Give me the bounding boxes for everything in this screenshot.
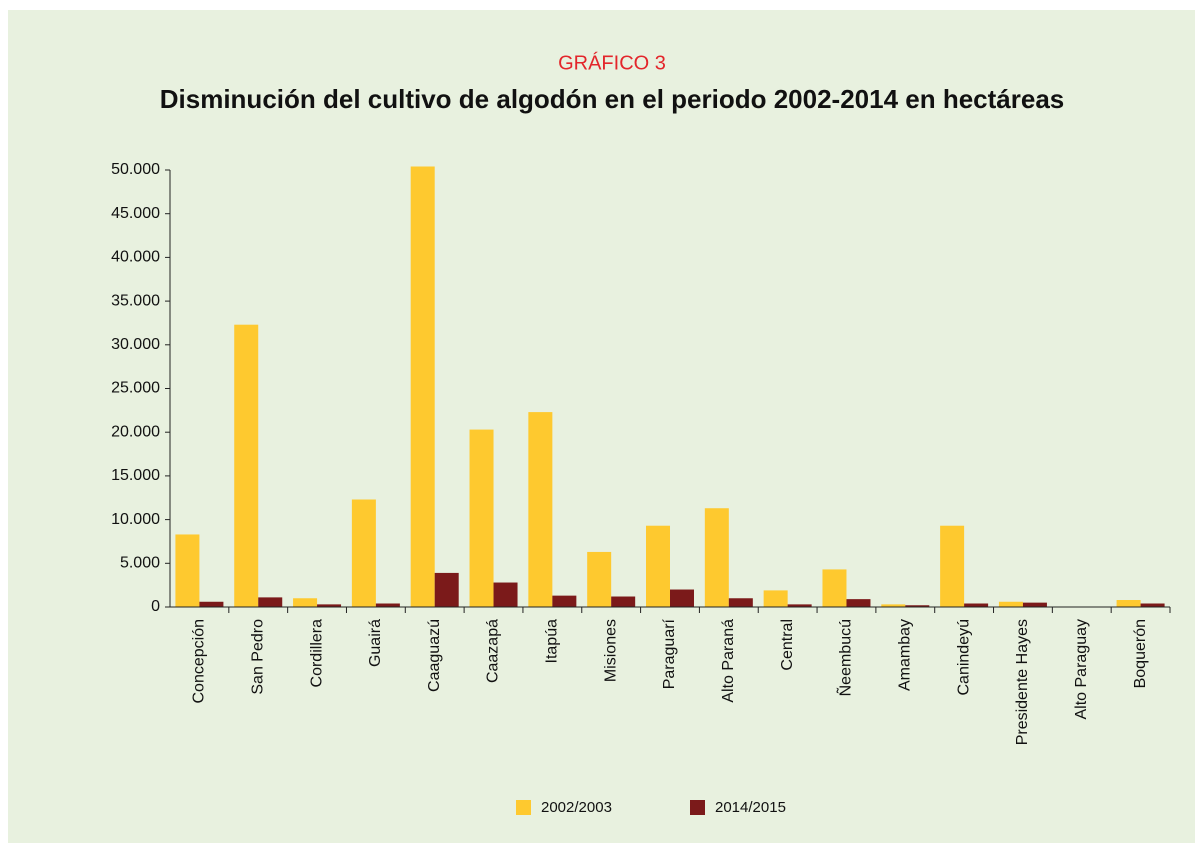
legend-swatch [690,800,705,815]
y-tick-label: 50.000 [111,161,160,178]
y-tick-label: 20.000 [111,423,160,440]
bar [410,166,435,607]
x-tick-label: Canindeyú [955,619,972,696]
y-tick-label: 10.000 [111,511,160,528]
bar [434,572,459,607]
y-tick-label: 45.000 [111,205,160,222]
x-tick-label: Paraguarí [661,618,678,689]
y-tick-label: 15.000 [111,467,160,484]
x-tick-label: Boquerón [1132,619,1149,688]
y-tick-label: 35.000 [111,292,160,309]
bar [293,598,318,607]
x-tick-label: Caazapá [485,619,502,683]
bar [552,595,577,607]
bar [846,599,871,607]
x-tick-label: Alto Paraguay [1073,619,1090,720]
bar [646,525,670,607]
legend-swatch [516,800,531,815]
x-tick-label: Concepción [191,619,208,704]
bar [670,589,694,607]
bar [704,508,729,607]
bar [787,604,812,607]
bar [351,499,376,607]
bar [964,603,989,607]
panel [8,10,1195,843]
bar [234,324,259,607]
y-tick-label: 0 [151,598,160,615]
y-tick-label: 30.000 [111,336,160,353]
y-tick-label: 5.000 [120,555,160,572]
bar [317,604,342,607]
bar [881,604,906,607]
legend-label: 2002/2003 [541,799,612,816]
bar [175,534,200,607]
bar [998,601,1023,607]
bar [528,412,553,607]
y-tick-label: 40.000 [111,249,160,266]
bar [1116,600,1141,607]
bar [587,551,612,607]
bar [258,597,283,607]
bar [822,569,847,607]
bar [728,598,753,607]
x-tick-label: Itapúa [544,619,561,664]
bar [469,429,494,607]
x-tick-label: Central [779,619,796,671]
bar [375,603,400,607]
x-tick-label: Alto Paraná [720,619,737,703]
bar [940,525,965,607]
bar [905,605,930,607]
bar [493,582,518,607]
chart-subtitle: GRÁFICO 3 [558,51,666,74]
bar [199,601,224,607]
x-tick-label: Ñeembucú [835,619,855,696]
x-tick-label: Presidente Hayes [1014,619,1031,745]
x-tick-label: Guairá [367,619,384,667]
bar [611,596,636,607]
bar [1022,602,1047,607]
y-tick-label: 25.000 [111,380,160,397]
x-tick-label: Misiones [602,619,619,682]
legend-label: 2014/2015 [715,799,786,816]
x-tick-label: Caaguazú [426,619,443,692]
x-tick-label: San Pedro [249,619,266,695]
bar [1140,603,1165,607]
bar [763,590,788,607]
x-tick-label: Amambay [897,619,914,691]
x-tick-label: Cordillera [308,619,325,688]
chart-title: Disminución del cultivo de algodón en el… [160,84,1065,114]
